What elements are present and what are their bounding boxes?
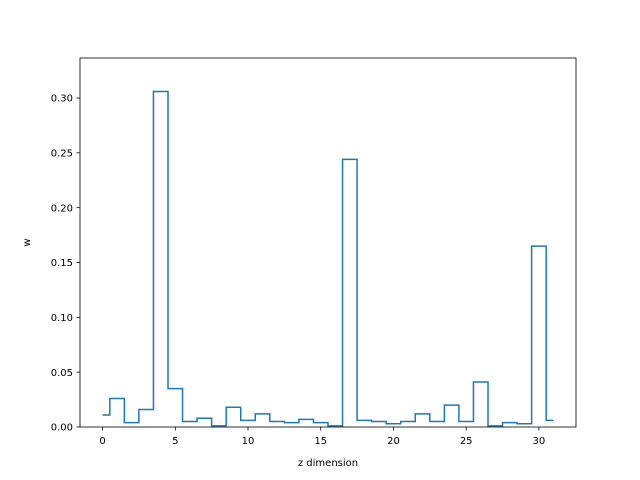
y-tick-label: 0.15 [51,258,73,269]
x-tick-label: 15 [314,436,327,447]
y-tick-label: 0.20 [51,203,73,214]
y-tick-label: 0.00 [51,423,73,434]
x-tick-label: 5 [172,436,178,447]
x-tick-label: 30 [533,436,546,447]
axes-frame [79,57,577,428]
y-axis-label: w [22,238,33,246]
x-tick-label: 10 [242,436,255,447]
y-tick-label: 0.05 [51,368,73,379]
y-tick-label: 0.30 [51,94,73,105]
y-tick-label: 0.10 [51,313,73,324]
x-tick-label: 25 [460,436,473,447]
y-axis-ticks: 0.00 0.05 0.10 0.15 0.20 0.25 0.30 [51,94,80,434]
y-tick-label: 0.25 [51,148,73,159]
plot-area [102,90,554,427]
series-step-line [102,90,554,427]
x-tick-label: 20 [387,436,400,447]
x-axis-ticks: 0 5 10 15 20 25 30 [99,427,545,447]
x-axis-label: z dimension [298,458,358,469]
x-tick-label: 0 [99,436,105,447]
